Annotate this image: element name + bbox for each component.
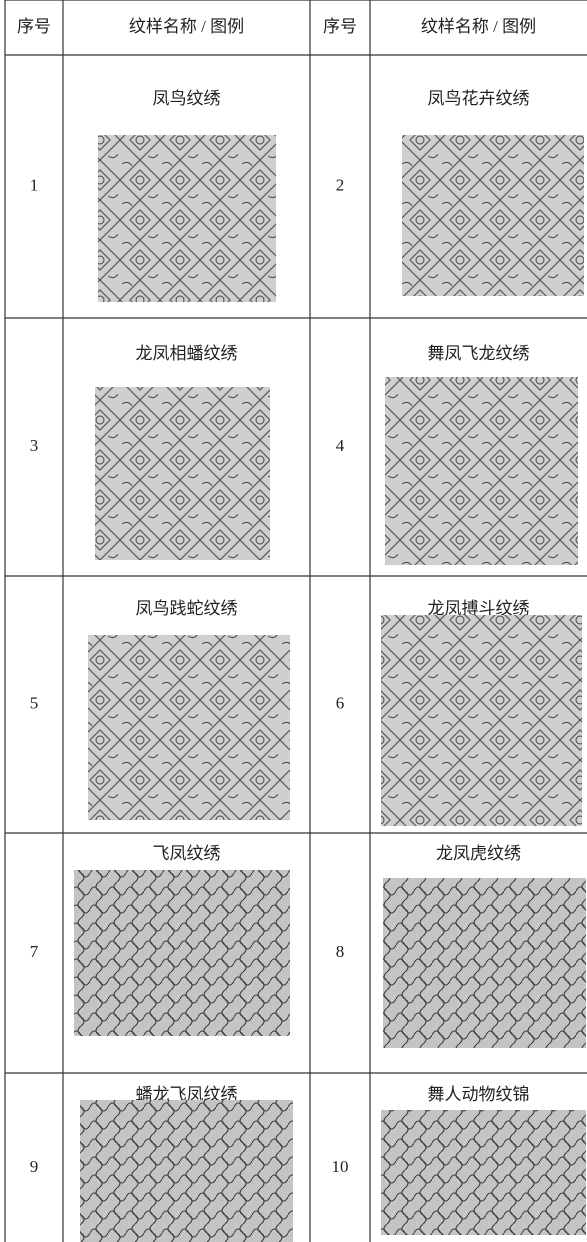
row-number: 10 [332, 1157, 349, 1176]
row-number: 8 [336, 942, 345, 961]
pattern-image [385, 377, 578, 565]
header-cell: 纹样名称 / 图例 [421, 17, 536, 36]
header-cell: 序号 [323, 17, 357, 36]
pattern-name: 凤鸟践蛇纹绣 [136, 599, 238, 618]
table-grid [4, 0, 587, 1242]
table-cells: 序号 纹样名称 / 图例 序号 纹样名称 / 图例 1 凤鸟纹绣 2 凤鸟花卉纹绣 3 龙凤相蟠纹… [17, 17, 586, 1242]
header-cell: 序号 [17, 17, 51, 36]
pattern-image [88, 635, 290, 820]
pattern-name: 龙凤虎纹绣 [436, 844, 521, 863]
pattern-image [98, 135, 276, 302]
row-number: 2 [336, 175, 345, 194]
row-number: 1 [30, 175, 39, 194]
row-number: 7 [30, 942, 39, 961]
pattern-name: 凤鸟纹绣 [153, 89, 221, 108]
row-number: 5 [30, 693, 39, 712]
header-cell: 纹样名称 / 图例 [129, 17, 244, 36]
row-number: 3 [30, 436, 39, 455]
pattern-name: 蟠龙飞凤纹绣 [136, 1085, 238, 1104]
pattern-name: 飞凤纹绣 [153, 844, 221, 863]
row-number: 6 [336, 693, 345, 712]
pattern-name: 舞人动物纹锦 [428, 1085, 530, 1104]
pattern-image [95, 387, 270, 560]
pattern-name: 龙凤搏斗纹绣 [428, 599, 530, 618]
row-number: 9 [30, 1157, 39, 1176]
pattern-image [74, 870, 290, 1036]
pattern-image [383, 878, 586, 1048]
pattern-image [402, 135, 584, 296]
pattern-image [80, 1100, 293, 1242]
row-number: 4 [336, 436, 345, 455]
pattern-image [381, 615, 582, 826]
pattern-name: 龙凤相蟠纹绣 [136, 344, 238, 363]
pattern-name: 舞凤飞龙纹绣 [428, 344, 530, 363]
pattern-name: 凤鸟花卉纹绣 [428, 89, 530, 108]
pattern-image [381, 1110, 586, 1235]
